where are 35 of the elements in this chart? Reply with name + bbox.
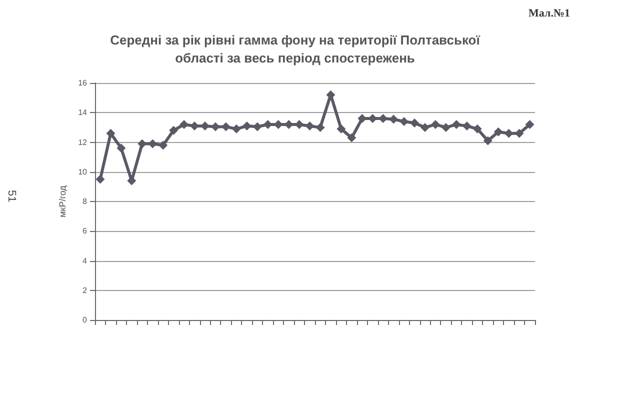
- y-tick-label: 12: [78, 138, 88, 147]
- point: [305, 121, 314, 130]
- y-tick-label: 16: [78, 78, 88, 88]
- point: [158, 140, 168, 150]
- point: [169, 126, 178, 135]
- point: [410, 118, 420, 128]
- point: [525, 120, 534, 129]
- point: [389, 114, 398, 124]
- point: [494, 127, 503, 136]
- point: [96, 174, 105, 184]
- point: [242, 121, 252, 130]
- y-tick-label: 4: [82, 256, 88, 266]
- y-tick-label: 14: [78, 108, 88, 118]
- y-tick-label: 6: [82, 226, 88, 236]
- y-axis-title: мкР/год: [58, 184, 68, 218]
- chart-title: Середні за рік рівні гамма фону на території Полтавської області за весь період спостережень: [110, 32, 480, 66]
- y-tick-label: 8: [82, 197, 88, 206]
- y-tick-label: 0: [82, 316, 88, 324]
- point: [232, 124, 241, 134]
- point: [472, 124, 482, 134]
- point: [347, 133, 356, 142]
- point: [316, 122, 325, 132]
- point: [252, 122, 262, 132]
- point: [336, 124, 346, 134]
- y-tick-label: 10: [78, 167, 88, 176]
- point: [106, 128, 116, 138]
- point: [420, 122, 430, 132]
- y-tick-label: 2: [82, 286, 88, 295]
- text: Мал.№1: [528, 8, 570, 20]
- point: [116, 144, 126, 153]
- point: [441, 122, 450, 132]
- text: 51: [6, 190, 18, 202]
- point: [452, 120, 461, 129]
- point: [430, 120, 440, 129]
- point: [483, 136, 492, 146]
